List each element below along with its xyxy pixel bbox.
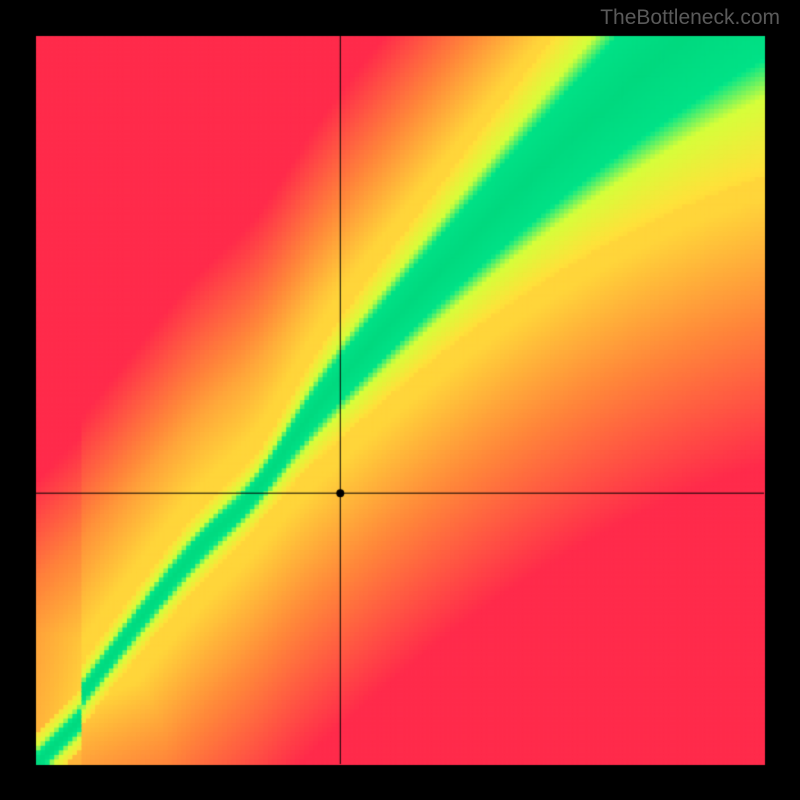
watermark-text: TheBottleneck.com xyxy=(600,6,780,30)
heatmap-canvas xyxy=(0,0,800,800)
chart-container: TheBottleneck.com xyxy=(0,0,800,800)
